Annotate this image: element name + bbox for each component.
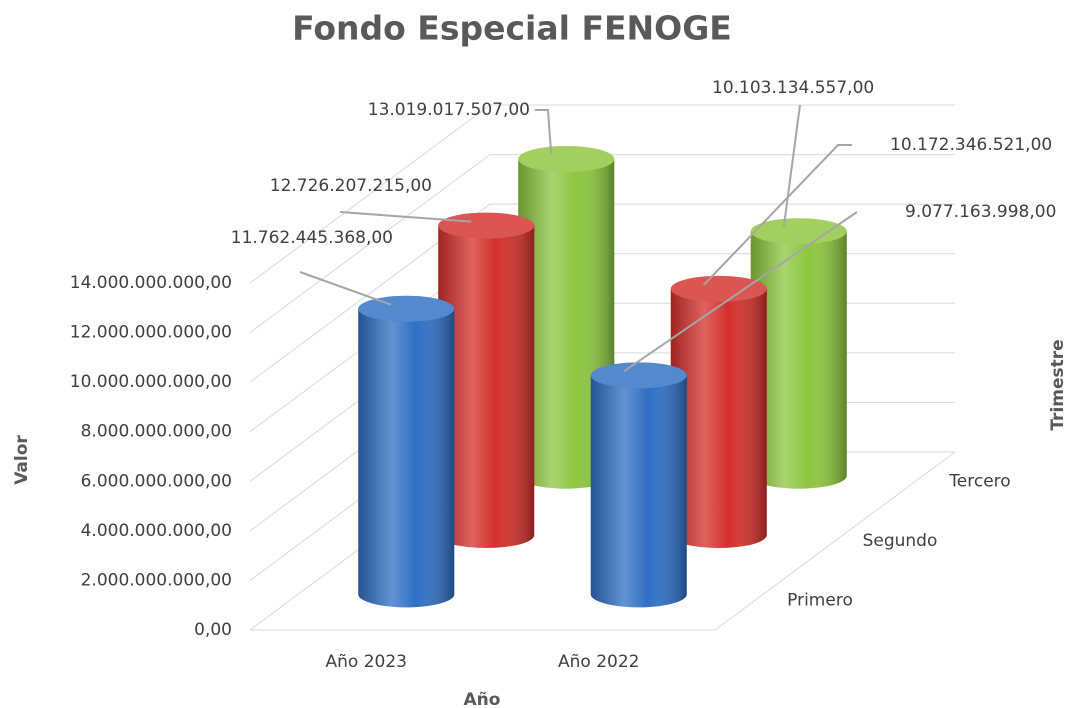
cylinder-top-shade <box>438 212 535 239</box>
x-tick-label: Año 2023 <box>326 652 407 672</box>
z-tick-label: Primero <box>787 590 853 610</box>
cylinder-shade <box>518 158 615 489</box>
cylinder-shade <box>670 288 767 548</box>
cylinder-top-shade <box>358 295 455 322</box>
data-label: 13.019.017.507,00 <box>368 100 530 120</box>
cylinder-top-shade <box>670 275 767 302</box>
cylinder-top-shade <box>518 145 615 172</box>
leader-line <box>782 104 801 228</box>
y-tick-label: 0,00 <box>194 620 232 640</box>
cylinder-shade <box>438 225 535 548</box>
grid-line <box>249 203 955 383</box>
z-tick-label: Segundo <box>863 531 938 551</box>
z-tick-label: Tercero <box>948 472 1010 492</box>
cylinder-top <box>518 145 615 172</box>
z-axis-title: Trimestre <box>1048 339 1068 430</box>
y-tick-label: 6.000.000.000,00 <box>81 471 232 491</box>
data-label: 10.172.346.521,00 <box>890 135 1052 155</box>
cylinder-top <box>438 212 535 239</box>
cylinder-shade <box>590 375 687 608</box>
data-label: 12.726.207.215,00 <box>270 176 432 196</box>
x-tick-label: Año 2022 <box>558 652 639 672</box>
data-label: 10.103.134.557,00 <box>712 78 874 98</box>
y-tick-label: 4.000.000.000,00 <box>81 521 232 541</box>
data-label: 11.762.445.368,00 <box>231 228 393 248</box>
leader-line <box>703 144 852 286</box>
y-tick-label: 12.000.000.000,00 <box>70 323 232 343</box>
cylinder <box>438 212 535 548</box>
cylinder-shade <box>358 308 455 608</box>
y-tick-label: 10.000.000.000,00 <box>70 372 232 392</box>
cylinder <box>358 295 455 608</box>
floor-edge <box>250 451 956 631</box>
y-tick-label: 2.000.000.000,00 <box>81 570 232 590</box>
cylinder-top <box>670 275 767 302</box>
cylinder <box>590 362 687 608</box>
cylinder-top <box>590 362 687 389</box>
leader-line <box>535 109 553 156</box>
cylinder-top-shade <box>590 362 687 389</box>
y-axis-title: Valor <box>12 435 32 485</box>
grid-line <box>249 154 955 333</box>
cylinder <box>750 218 847 489</box>
leader-line <box>339 211 472 223</box>
x-axis-title: Año <box>464 690 501 708</box>
y-tick-label: 8.000.000.000,00 <box>81 422 232 442</box>
cylinder-shade <box>750 231 847 489</box>
data-label: 9.077.163.998,00 <box>905 202 1056 222</box>
y-tick-label: 14.000.000.000,00 <box>70 273 232 293</box>
cylinder <box>670 275 767 548</box>
leader-line <box>299 271 392 306</box>
chart-title: Fondo Especial FENOGE <box>292 9 732 48</box>
cylinder-top-shade <box>750 218 847 245</box>
leader-line <box>623 211 858 373</box>
cylinder-top <box>750 218 847 245</box>
cylinder <box>518 145 615 489</box>
